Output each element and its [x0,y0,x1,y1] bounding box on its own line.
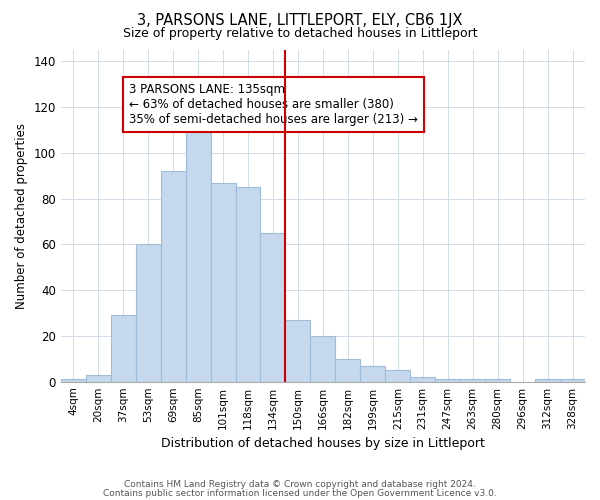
Bar [286,320,310,382]
Bar [185,132,211,382]
Bar [435,380,460,382]
Bar [86,375,111,382]
Bar [410,377,435,382]
Bar [111,316,136,382]
Text: Contains public sector information licensed under the Open Government Licence v3: Contains public sector information licen… [103,488,497,498]
Text: Contains HM Land Registry data © Crown copyright and database right 2024.: Contains HM Land Registry data © Crown c… [124,480,476,489]
Text: Size of property relative to detached houses in Littleport: Size of property relative to detached ho… [122,28,478,40]
Bar [211,182,236,382]
Bar [361,366,385,382]
Bar [310,336,335,382]
Y-axis label: Number of detached properties: Number of detached properties [15,123,28,309]
Bar [260,233,286,382]
Bar [560,380,585,382]
Bar [161,171,185,382]
Bar [236,187,260,382]
Bar [460,380,485,382]
Text: 3 PARSONS LANE: 135sqm
← 63% of detached houses are smaller (380)
35% of semi-de: 3 PARSONS LANE: 135sqm ← 63% of detached… [129,83,418,126]
Text: 3, PARSONS LANE, LITTLEPORT, ELY, CB6 1JX: 3, PARSONS LANE, LITTLEPORT, ELY, CB6 1J… [137,12,463,28]
Bar [385,370,410,382]
Bar [485,380,510,382]
Bar [535,380,560,382]
Bar [61,380,86,382]
Bar [136,244,161,382]
X-axis label: Distribution of detached houses by size in Littleport: Distribution of detached houses by size … [161,437,485,450]
Bar [335,359,361,382]
